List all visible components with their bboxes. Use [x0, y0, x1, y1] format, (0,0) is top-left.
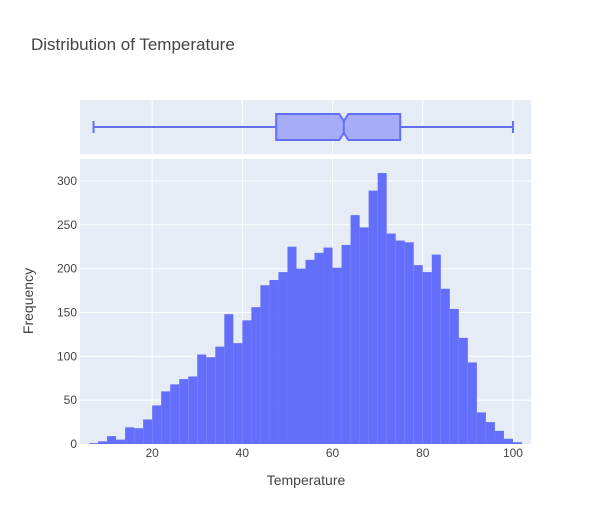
- histogram-bar: [296, 268, 306, 444]
- histogram-bar: [386, 233, 396, 444]
- chart-title: Distribution of Temperature: [31, 35, 235, 54]
- histogram-bar: [404, 242, 414, 444]
- y-tick-label: 100: [57, 349, 77, 363]
- histogram-bar: [377, 173, 387, 444]
- y-axis-title: Frequency: [20, 268, 36, 334]
- histogram-bar: [98, 441, 108, 444]
- histogram-bar: [503, 438, 513, 444]
- histogram-bar: [269, 280, 279, 444]
- y-tick-label: 150: [57, 305, 77, 319]
- histogram-bar: [332, 267, 342, 444]
- histogram-bar: [458, 337, 468, 444]
- histogram-bar: [314, 252, 324, 444]
- x-tick-label: 60: [326, 446, 340, 460]
- histogram-bar: [440, 288, 450, 444]
- histogram-bar: [494, 430, 504, 444]
- histogram-bar: [413, 265, 423, 444]
- histogram-bar: [197, 354, 207, 444]
- histogram-bar: [89, 443, 99, 444]
- histogram-bar: [134, 428, 144, 444]
- x-axis-title: Temperature: [267, 472, 346, 488]
- histogram-bar: [233, 343, 243, 444]
- x-tick-label: 80: [416, 446, 430, 460]
- histogram-bar: [242, 320, 252, 444]
- histogram-bar: [161, 391, 171, 444]
- histogram-bar: [125, 427, 135, 444]
- histogram-bar: [206, 357, 216, 444]
- histogram-bar: [278, 272, 288, 444]
- y-tick-label: 50: [64, 393, 78, 407]
- histogram-bar: [422, 272, 432, 444]
- histogram-bar: [368, 190, 378, 444]
- histogram-bar: [251, 307, 261, 444]
- histogram-bar: [467, 362, 477, 444]
- histogram-bar: [179, 379, 189, 444]
- x-tick-label: 40: [236, 446, 250, 460]
- histogram-bar: [188, 376, 198, 444]
- histogram-bar: [116, 439, 126, 444]
- histogram-bar: [350, 215, 360, 444]
- histogram-bar: [485, 422, 495, 444]
- histogram-bar: [107, 436, 117, 444]
- histogram-bar: [323, 247, 333, 444]
- histogram-bar: [395, 240, 405, 444]
- x-tick-label: 20: [145, 446, 159, 460]
- histogram-bar: [476, 412, 486, 444]
- histogram-bar: [359, 227, 369, 444]
- histogram-bar: [341, 244, 351, 444]
- histogram-bar: [215, 346, 225, 444]
- y-tick-label: 300: [57, 174, 77, 188]
- histogram-bar: [152, 405, 162, 444]
- y-tick-label: 250: [57, 218, 77, 232]
- histogram-bar: [143, 419, 153, 444]
- histogram-bar: [224, 314, 234, 444]
- histogram-bar: [305, 259, 315, 444]
- box-body: [275, 113, 402, 141]
- histogram-bar: [287, 246, 297, 444]
- y-tick-label: 200: [57, 262, 77, 276]
- histogram-bar: [170, 384, 180, 444]
- histogram-bar: [260, 285, 270, 444]
- y-tick-label: 0: [70, 437, 77, 451]
- box-plot-panel: [80, 100, 531, 154]
- x-tick-label: 100: [503, 446, 523, 460]
- histogram-bar: [512, 442, 522, 444]
- histogram-bar: [449, 308, 459, 444]
- histogram-panel: 20 40 60 80 100 0 50 100 150 200 250 300: [57, 159, 531, 460]
- histogram-bar: [431, 254, 441, 444]
